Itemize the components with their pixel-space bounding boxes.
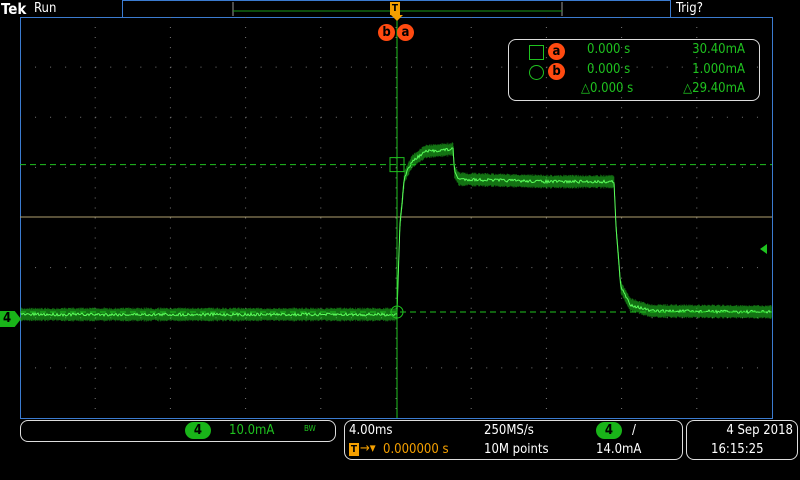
trigger-slope-icon: / — [632, 423, 636, 438]
cursor-b-time: 0.000 s — [587, 62, 631, 77]
trigger-arrow-icon — [391, 15, 403, 21]
sample-rate: 250MS/s — [484, 423, 534, 438]
trigger-position: 0.000000 s — [383, 442, 449, 457]
time: 16:15:25 — [711, 442, 764, 457]
channel-4-settings-box[interactable]: 4 10.0mA BW — [20, 420, 336, 442]
cursor-a-time: 0.000 s — [587, 42, 631, 57]
time-per-division: 4.00ms — [349, 423, 393, 438]
cursor-a-value: 30.40mA — [692, 42, 745, 57]
bandwidth-limit-indicator: BW — [304, 424, 316, 433]
cursor-a-square — [389, 157, 405, 173]
cursor-b-circle — [390, 305, 404, 319]
square-cursor-icon — [529, 45, 544, 60]
date-time-box: 4 Sep 2018 16:15:25 — [686, 420, 798, 460]
visible-window-bracket — [232, 2, 563, 16]
run-state[interactable]: Run — [34, 1, 57, 16]
cursor-delta-value: △29.40mA — [683, 81, 745, 96]
horizontal-trigger-box[interactable]: 4.00ms 250MS/s 4 / T →▾ 0.000000 s 10M p… — [344, 420, 683, 460]
channel-4-trace — [20, 147, 772, 318]
cursor-b-value: 1.000mA — [692, 62, 745, 77]
trigger-position-icon: T — [349, 443, 359, 456]
brand-logo: Tek — [1, 0, 27, 18]
cursor-a-marker[interactable]: a — [397, 24, 414, 41]
cursor-delta-time: △0.000 s — [581, 81, 634, 96]
trigger-level: 14.0mA — [596, 442, 642, 457]
trigger-status: Trig? — [676, 1, 703, 16]
cursor-readout-panel: a 0.000 s 30.40mA b 0.000 s 1.000mA △0.0… — [508, 39, 760, 101]
trigger-level-marker — [760, 244, 767, 254]
trigger-source-badge: 4 — [596, 422, 622, 439]
channel-4-badge: 4 — [185, 422, 211, 439]
date: 4 Sep 2018 — [726, 423, 793, 438]
trigger-arrow-icon: →▾ — [360, 441, 376, 456]
cursor-b-icon: b — [548, 63, 565, 80]
cursor-b-marker[interactable]: b — [378, 24, 395, 41]
channel-4-ground-marker[interactable]: 4 — [0, 311, 21, 327]
channel-4-scale: 10.0mA — [229, 423, 275, 438]
channel-4-trace-envelope — [20, 142, 772, 322]
circle-cursor-icon — [529, 65, 544, 80]
cursor-a-icon: a — [548, 43, 565, 60]
trigger-position-marker[interactable]: T — [390, 2, 400, 15]
record-length: 10M points — [484, 442, 549, 457]
